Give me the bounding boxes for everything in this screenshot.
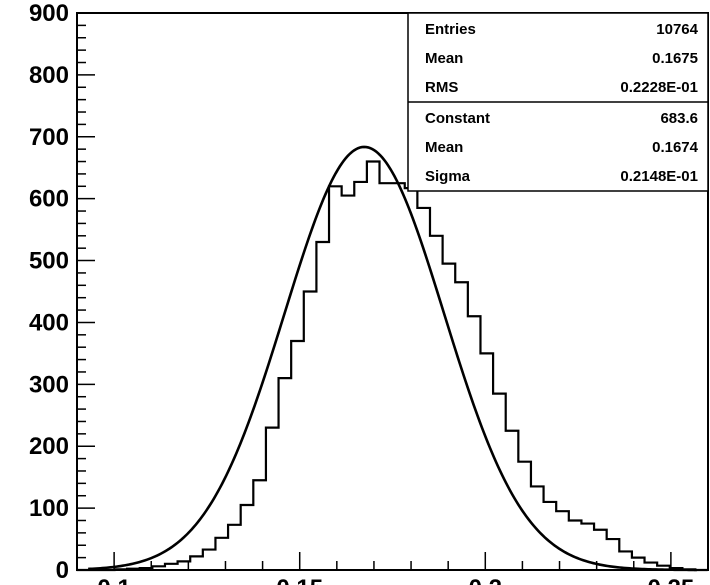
histogram-bin	[556, 511, 569, 570]
stats-value: 0.1674	[652, 139, 699, 156]
y-tick-label: 500	[29, 248, 69, 275]
histogram-series	[76, 160, 708, 572]
y-tick-label: 600	[29, 186, 69, 213]
y-tick-label: 700	[29, 124, 69, 151]
y-tick-label: 400	[29, 309, 69, 336]
stats-label: Mean	[425, 50, 463, 67]
histogram-bin	[380, 183, 393, 570]
histogram-bin	[190, 556, 203, 570]
y-tick-label: 300	[29, 371, 69, 398]
histogram-bin	[443, 264, 456, 570]
histogram-outline	[76, 160, 708, 572]
histogram-bin	[304, 292, 317, 571]
histogram-bin	[291, 341, 304, 570]
stats-box: Entries 10764 Mean 0.1675 RMS 0.2228E-01 Const…	[407, 12, 709, 192]
stats-label: Entries	[425, 21, 476, 38]
stats-value: 683.6	[660, 110, 698, 127]
histogram-bin	[392, 183, 405, 570]
y-axis: 0 100 200 300 400 500 600 700 800 900	[29, 0, 95, 584]
y-tick-label: 100	[29, 495, 69, 522]
stats-label: Constant	[425, 110, 490, 127]
histogram-bin	[266, 428, 279, 570]
histogram-bin	[569, 520, 582, 570]
histogram-bin	[544, 502, 557, 570]
x-tick-label: 0.25	[648, 575, 695, 585]
histogram-bin	[480, 353, 493, 570]
stats-label: Sigma	[425, 168, 471, 185]
histogram-bin	[342, 196, 355, 570]
histogram-bin	[493, 394, 506, 570]
x-axis: 0.1 0.15 0.2 0.25	[76, 552, 709, 585]
y-tick-label: 200	[29, 433, 69, 460]
stats-value: 0.2228E-01	[620, 79, 698, 96]
histogram-bin	[367, 162, 380, 570]
histogram-bin	[253, 480, 266, 570]
histogram-bin	[203, 550, 216, 570]
histogram-bin	[468, 316, 481, 570]
stats-label: Mean	[425, 139, 463, 156]
stats-value: 0.1675	[652, 50, 698, 67]
x-tick-label: 0.2	[469, 575, 502, 585]
y-tick-label: 0	[56, 557, 69, 584]
x-tick-label: 0.15	[276, 575, 323, 585]
plot-frame	[76, 12, 709, 571]
stats-value: 0.2148E-01	[620, 168, 698, 185]
histogram-bin	[329, 186, 342, 570]
stats-label: RMS	[425, 79, 458, 96]
y-tick-label: 800	[29, 62, 69, 89]
x-tick-label: 0.1	[97, 575, 130, 585]
histogram-bin	[354, 182, 367, 570]
gaussian-fit-curve	[88, 145, 697, 572]
fit-series	[88, 145, 697, 572]
histogram-bin	[316, 242, 329, 570]
histogram-bin	[279, 378, 292, 570]
stats-value: 10764	[656, 21, 698, 38]
histogram-bin	[228, 525, 241, 570]
histogram-bin	[405, 188, 418, 570]
histogram-bin	[241, 505, 254, 570]
y-tick-label: 900	[29, 0, 69, 27]
histogram-bin	[455, 282, 468, 570]
